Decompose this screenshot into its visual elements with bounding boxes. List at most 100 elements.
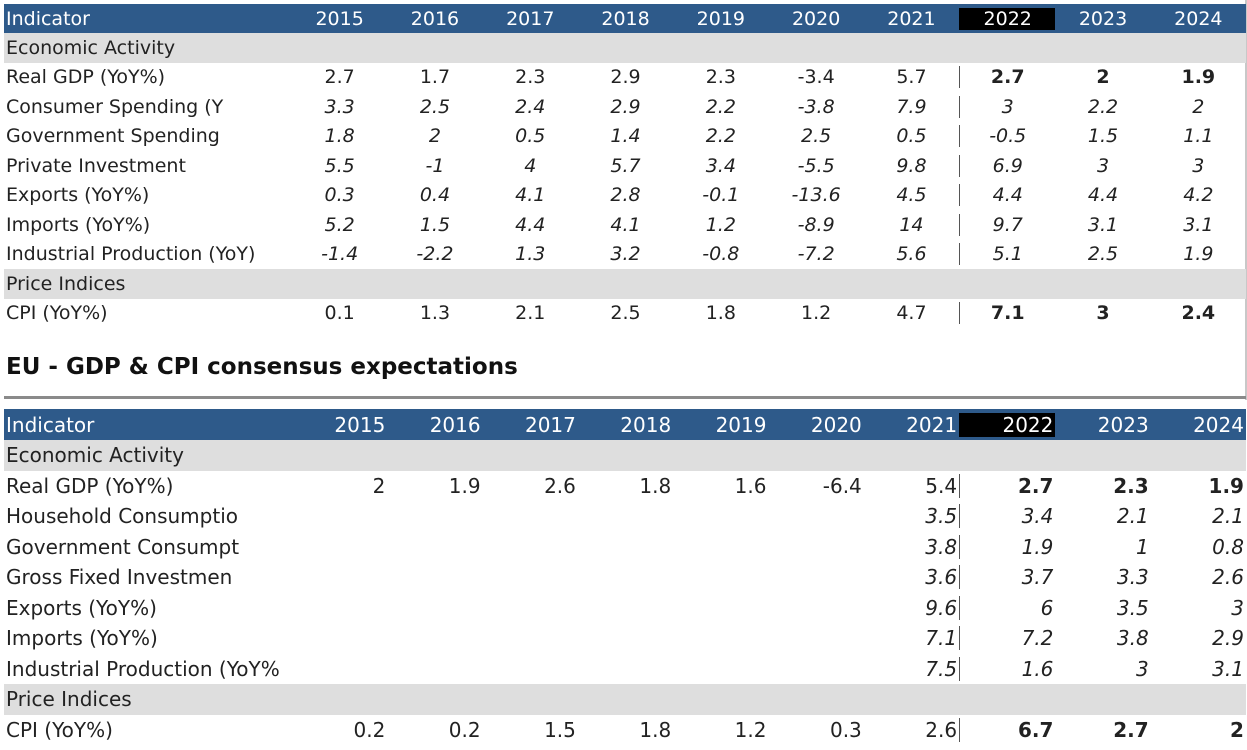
table-row: Imports (YoY%) 5.2 1.5 4.4 4.1 1.2 -8.9 14 9.7 3.…	[4, 210, 1246, 240]
value-cell: 1.9	[1208, 473, 1244, 498]
section-economic-activity-label: Economic Activity	[6, 36, 176, 59]
row-label: Private Investment	[6, 154, 186, 177]
value-cell: 5.1	[959, 243, 1055, 266]
value-cell: 2.2	[705, 125, 736, 148]
value-cell: 2	[1192, 95, 1205, 118]
value-cell: 2.9	[610, 66, 641, 89]
value-cell: 2.3	[705, 66, 736, 89]
section-price-indices-label: Price Indices	[6, 272, 126, 295]
value-cell: -8.9	[797, 213, 835, 236]
value-cell: 2.1	[515, 302, 546, 325]
year-header-2015: 2015	[334, 412, 386, 437]
row-label: Industrial Production (YoY)	[6, 243, 256, 266]
header-row: Indicator 2015 2016 2017 2018 2019 2020 2021 202…	[4, 409, 1246, 440]
value-cell: 1.5	[419, 213, 451, 236]
value-cell: 5.7	[896, 66, 927, 89]
value-cell: 4.5	[896, 184, 927, 207]
value-cell: 2.9	[1212, 626, 1244, 651]
value-cell: 7.5	[925, 656, 958, 681]
table-row: Industrial Production (YoY% 7.5 1.6 3 3.1	[4, 654, 1246, 685]
year-header-2019: 2019	[715, 412, 767, 437]
value-cell: 1.9	[959, 534, 1055, 559]
value-cell: 3	[959, 95, 1055, 118]
table-row: Government Consumpt 3.8 1.9 1 0.8	[4, 532, 1246, 563]
value-cell: -7.2	[797, 243, 835, 266]
table-row: Private Investment 5.5 -1 4 5.7 3.4 -5.5 9.8 6.9…	[4, 151, 1246, 181]
value-cell: 5.5	[324, 154, 355, 177]
year-header-2023: 2023	[1078, 7, 1128, 30]
header-indicator-label: Indicator	[6, 7, 90, 30]
year-header-2024: 2024	[1174, 7, 1223, 30]
value-cell: 6	[959, 595, 1055, 620]
value-cell: 2	[1230, 717, 1244, 742]
value-cell: -0.5	[959, 125, 1055, 148]
value-cell: 9.6	[925, 595, 958, 620]
value-cell: 2.2	[1087, 95, 1119, 118]
value-cell: 2.3	[515, 66, 546, 89]
value-cell: 4.1	[515, 184, 546, 207]
value-cell: -2.2	[416, 243, 454, 266]
value-cell: 2.6	[925, 717, 958, 742]
section-economic-activity-label: Economic Activity	[6, 443, 184, 468]
table-row: Industrial Production (YoY) -1.4 -2.2 1.3 3.…	[4, 240, 1246, 270]
value-cell: 3.1	[1183, 213, 1214, 236]
value-cell: 2.6	[544, 473, 576, 498]
row-label: Industrial Production (YoY%	[6, 656, 280, 681]
year-header-2022: 2022	[959, 412, 1056, 437]
value-cell: 1.8	[705, 302, 736, 325]
header-row: Indicator 2015 2016 2017 2018 2019 2020 2021 202…	[4, 4, 1246, 33]
row-label: Exports (YoY%)	[6, 184, 150, 207]
row-label: Gross Fixed Investmen	[6, 565, 233, 590]
value-cell: 1.1	[1183, 125, 1214, 148]
value-cell: 2.7	[324, 66, 355, 89]
section-price-indices: Price Indices	[4, 684, 1246, 715]
table-row: Real GDP (YoY%) 2.7 1.7 2.3 2.9 2.3 -3.4 5.7 2.7…	[4, 63, 1246, 93]
value-cell: 14	[899, 213, 924, 236]
value-cell: 4	[524, 154, 537, 177]
year-header-2015: 2015	[315, 7, 364, 30]
table-row: Gross Fixed Investmen 3.6 3.7 3.3 2.6	[4, 562, 1246, 593]
value-cell: 2.7	[959, 66, 1055, 89]
value-cell: 1.6	[734, 473, 767, 498]
value-cell: 2.7	[959, 473, 1055, 498]
value-cell: 3.2	[610, 243, 641, 266]
row-label: Household Consumptio	[6, 504, 238, 529]
value-cell: 1.5	[544, 717, 576, 742]
value-cell: 3.5	[1116, 595, 1149, 620]
value-cell: 1.8	[639, 473, 672, 498]
section-divider	[4, 396, 1246, 399]
value-cell: 0.1	[324, 302, 355, 325]
value-cell: 3.1	[1087, 213, 1119, 236]
value-cell: 2.5	[419, 95, 451, 118]
value-cell: 3.8	[925, 534, 958, 559]
value-cell: 2.5	[1087, 243, 1119, 266]
year-header-2021: 2021	[887, 7, 936, 30]
value-cell: 3	[1192, 154, 1205, 177]
table-row: Consumer Spending (Y 3.3 2.5 2.4 2.9 2.2 -3.8 7…	[4, 92, 1246, 122]
value-cell: -0.1	[702, 184, 740, 207]
value-cell: 2.5	[610, 302, 641, 325]
value-cell: 3	[1231, 595, 1244, 620]
value-cell: 2.2	[705, 95, 736, 118]
value-cell: 3.3	[324, 95, 355, 118]
value-cell: 1.9	[1183, 243, 1214, 266]
row-label: Imports (YoY%)	[6, 213, 151, 236]
value-cell: -6.4	[822, 473, 862, 498]
value-cell: 0.2	[448, 717, 481, 742]
value-cell: 3.7	[959, 565, 1055, 590]
value-cell: 2.5	[801, 125, 832, 148]
value-cell: 1.7	[419, 66, 451, 89]
eu-section-title: EU - GDP & CPI consensus expectations	[6, 354, 518, 380]
us-consensus-table: Indicator 2015 2016 2017 2018 2019 2020 2021 202…	[4, 4, 1246, 328]
value-cell: 1.2	[734, 717, 767, 742]
value-cell: -3.8	[797, 95, 835, 118]
row-label: Real GDP (YoY%)	[6, 473, 174, 498]
value-cell: -1	[425, 154, 445, 177]
value-cell: 1.2	[705, 213, 736, 236]
value-cell: 3.6	[925, 565, 958, 590]
year-header-2020: 2020	[791, 7, 841, 30]
value-cell: 2.4	[515, 95, 546, 118]
value-cell: 1.2	[801, 302, 832, 325]
year-header-2017: 2017	[524, 412, 576, 437]
value-cell: 4.4	[515, 213, 546, 236]
